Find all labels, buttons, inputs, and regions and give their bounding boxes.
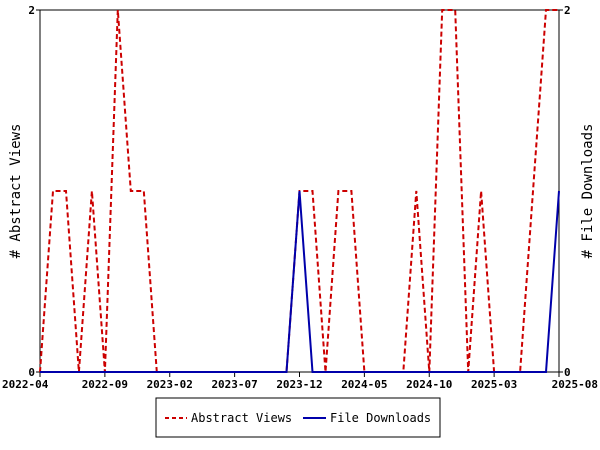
- legend-box: [155, 397, 441, 438]
- y-axis-left-title: # Abstract Views: [8, 124, 24, 259]
- x-axis: 2022-04 2022-09 2023-02 2023-07 2023-12 2024-…: [2, 372, 598, 391]
- x-tick-label: 2023-12: [276, 378, 322, 391]
- series-line-file-downloads: [40, 190, 560, 373]
- y-axes: 0 2 0 2: [28, 4, 570, 379]
- x-tick-label: 2024-10: [406, 378, 452, 391]
- y-right-tick-label: 2: [564, 4, 571, 17]
- y-axis-right-title: # File Downloads: [580, 124, 596, 259]
- x-tick-label: 2023-02: [147, 378, 193, 391]
- y-left-tick-label: 2: [28, 4, 35, 17]
- x-tick-label: 2022-04: [2, 378, 49, 391]
- x-tick-label: 2025-08: [552, 378, 598, 391]
- series-layer: [39, 9, 560, 373]
- y-left-tick-label: 0: [28, 366, 35, 379]
- x-tick-label: 2023-07: [211, 378, 257, 391]
- legend-label-file-downloads: File Downloads: [330, 411, 431, 425]
- y-right-tick-label: 0: [564, 366, 571, 379]
- x-tick-label: 2024-05: [341, 378, 387, 391]
- x-tick-label: 2025-03: [471, 378, 517, 391]
- legend: Abstract Views File Downloads: [155, 397, 441, 438]
- x-tick-label: 2022-09: [82, 378, 128, 391]
- legend-label-abstract-views: Abstract Views: [191, 411, 292, 425]
